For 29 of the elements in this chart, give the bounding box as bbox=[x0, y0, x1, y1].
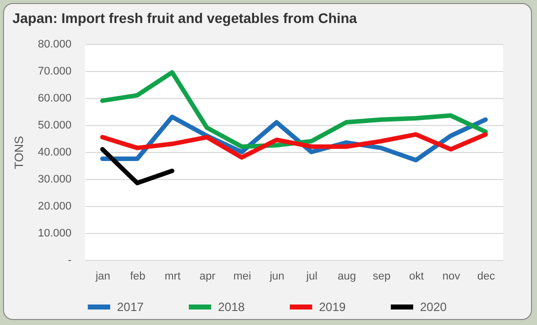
x-tick-label: aug bbox=[338, 270, 356, 282]
line-series bbox=[100, 132, 488, 160]
y-tick-label: 70.000 bbox=[38, 66, 72, 78]
y-tick-label: 40.000 bbox=[38, 146, 72, 158]
x-tick-label: sep bbox=[372, 270, 390, 282]
x-tick-label: dec bbox=[477, 270, 496, 282]
y-tick-label: 20.000 bbox=[38, 200, 72, 212]
legend-label: 2020 bbox=[420, 300, 448, 314]
x-tick-label: feb bbox=[130, 270, 146, 282]
y-tick-label: 10.000 bbox=[38, 228, 72, 240]
line-series bbox=[100, 70, 488, 149]
x-tick-label: jun bbox=[268, 270, 284, 282]
y-tick-label: 60.000 bbox=[38, 92, 72, 104]
x-tick-label: jan bbox=[94, 270, 110, 282]
y-tick-label: 80.000 bbox=[38, 38, 72, 50]
x-tick-label: mei bbox=[233, 270, 252, 282]
legend-label: 2018 bbox=[218, 300, 246, 314]
x-tick-label: okt bbox=[409, 270, 424, 282]
x-tick-label: apr bbox=[199, 270, 216, 282]
x-tick-label: nov bbox=[442, 270, 461, 282]
y-tick-label: - bbox=[68, 254, 72, 266]
legend-label: 2019 bbox=[319, 300, 346, 314]
y-tick-label: 30.000 bbox=[38, 174, 72, 186]
legend-label: 2017 bbox=[117, 300, 144, 314]
x-tick-label: jul bbox=[305, 270, 318, 282]
x-tick-label: mrt bbox=[164, 270, 181, 282]
y-tick-label: 50.000 bbox=[38, 120, 72, 132]
y-axis-title: TONS bbox=[12, 136, 26, 170]
chart-title: Japan: Import fresh fruit and vegetables from China bbox=[12, 10, 358, 26]
